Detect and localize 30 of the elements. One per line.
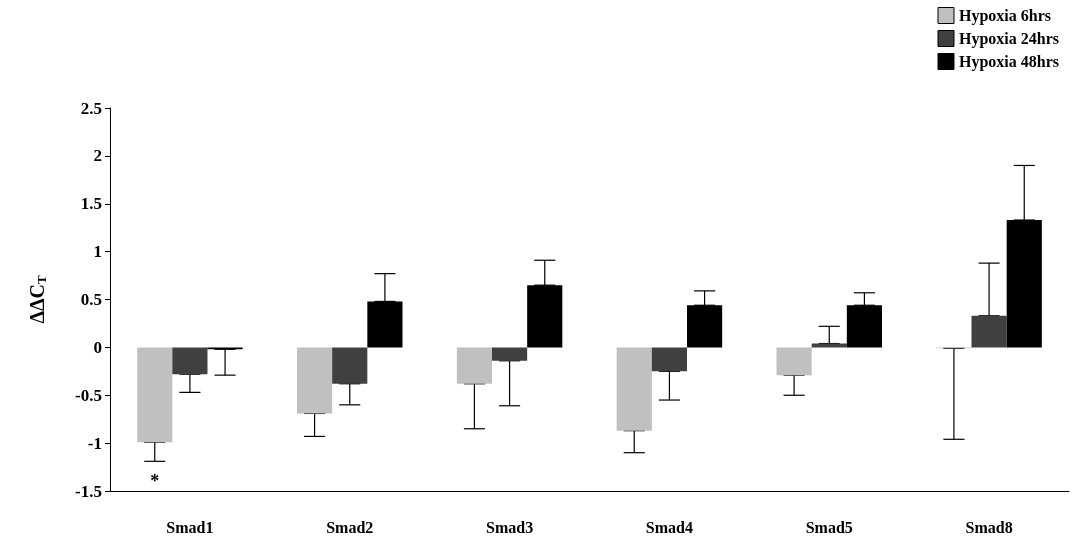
y-tick-label: 1.5 — [80, 194, 102, 214]
annotation: * — [150, 471, 160, 491]
bar — [651, 347, 687, 372]
y-tick-label: 1 — [93, 242, 102, 262]
x-tick-label: Smad5 — [805, 518, 853, 536]
x-tick-label: Smad3 — [486, 518, 534, 536]
y-tick-label: -1.5 — [75, 481, 102, 501]
y-tick-label: 2 — [93, 146, 102, 166]
bar — [297, 347, 333, 414]
x-tick-label: Smad1 — [166, 518, 214, 536]
bar — [456, 347, 492, 384]
legend-label: Hypoxia 6hrs — [958, 7, 1051, 25]
legend-label: Hypoxia 48hrs — [958, 53, 1059, 71]
bar — [492, 347, 528, 361]
y-axis-title: ΔΔCT — [25, 275, 49, 324]
bar — [776, 347, 812, 376]
y-tick-label: 0 — [93, 337, 102, 357]
bar — [332, 347, 368, 384]
y-tick-label: -1 — [87, 433, 102, 453]
bar — [137, 347, 173, 443]
y-tick-label: 2.5 — [80, 98, 102, 118]
x-tick-label: Smad8 — [965, 518, 1013, 536]
bar — [616, 347, 652, 431]
y-tick-label: 0.5 — [80, 290, 102, 309]
y-tick-label: -0.5 — [75, 385, 102, 405]
x-tick-label: Smad4 — [645, 518, 693, 536]
bar — [971, 315, 1007, 348]
legend-label: Hypoxia 24hrs — [958, 30, 1059, 48]
bar — [172, 347, 208, 375]
x-tick-label: Smad2 — [326, 518, 374, 536]
